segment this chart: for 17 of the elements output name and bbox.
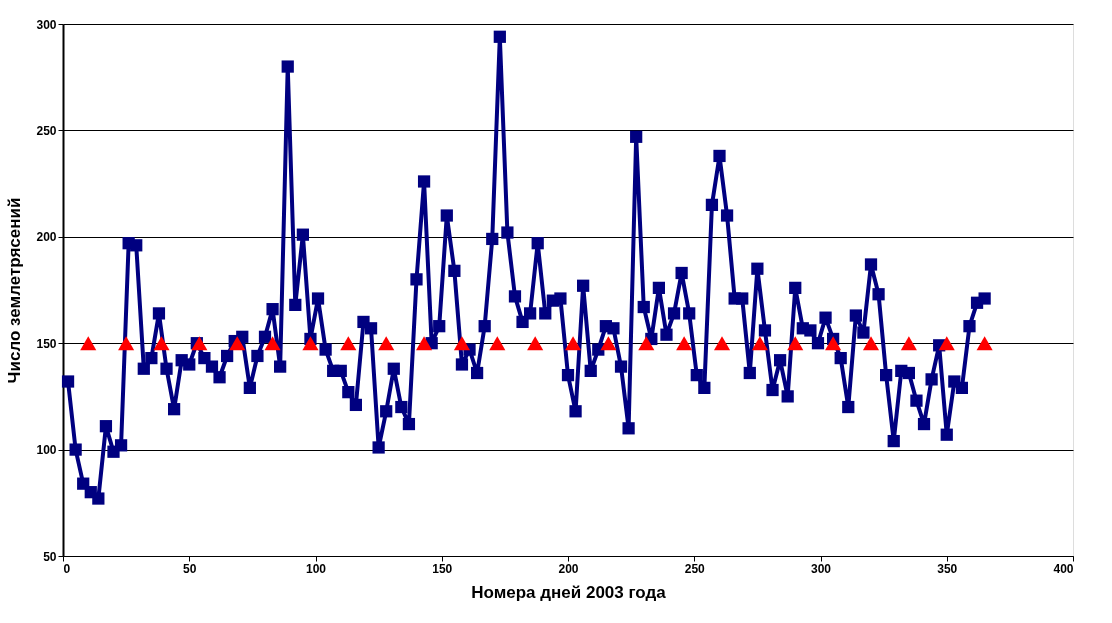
x-tick-label: 50 [183,561,197,576]
x-tick-label: 200 [558,561,579,576]
x-tick-label: 150 [432,561,453,576]
y-tick-label: 100 [36,443,57,458]
x-tick-label: 400 [1053,561,1074,576]
y-axis-title: Число землетрясений [5,197,25,384]
x-tick-label: 300 [810,561,832,576]
x-tick-label: 0 [63,561,71,576]
x-tick-label: 350 [937,561,958,576]
y-tick-label: 200 [36,230,57,245]
x-tick-label: 100 [305,561,327,576]
x-axis-title: Номера дней 2003 года [471,582,667,602]
y-tick-label: 150 [36,336,57,351]
y-tick-label: 50 [43,549,57,564]
y-tick-label: 300 [36,17,57,32]
x-tick-label: 250 [684,561,706,576]
y-tick-label: 250 [36,123,57,138]
